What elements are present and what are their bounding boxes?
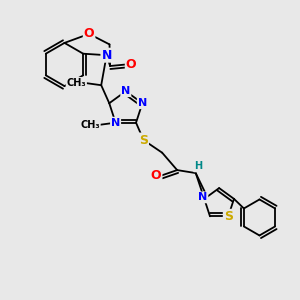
- Text: O: O: [151, 169, 161, 182]
- Text: N: N: [121, 86, 130, 96]
- Text: CH₃: CH₃: [80, 120, 100, 130]
- Text: N: N: [111, 118, 120, 128]
- Text: N: N: [101, 49, 112, 62]
- Text: O: O: [84, 27, 94, 40]
- Text: S: S: [224, 210, 233, 223]
- Text: N: N: [138, 98, 147, 108]
- Text: S: S: [139, 134, 148, 147]
- Text: H: H: [194, 161, 202, 172]
- Text: CH₃: CH₃: [67, 78, 86, 88]
- Text: O: O: [126, 58, 136, 71]
- Text: N: N: [198, 192, 207, 203]
